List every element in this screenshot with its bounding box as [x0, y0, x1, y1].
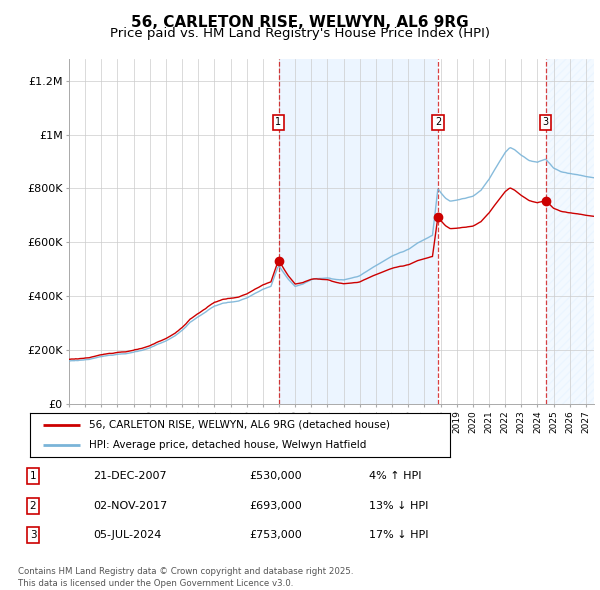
Bar [545, 59, 594, 404]
Text: 3: 3 [29, 530, 37, 540]
Text: 17% ↓ HPI: 17% ↓ HPI [369, 530, 428, 540]
Text: 4% ↑ HPI: 4% ↑ HPI [369, 471, 421, 481]
Text: 3: 3 [542, 117, 549, 127]
Text: Price paid vs. HM Land Registry's House Price Index (HPI): Price paid vs. HM Land Registry's House … [110, 27, 490, 40]
Bar [278, 59, 438, 404]
Text: Contains HM Land Registry data © Crown copyright and database right 2025.
This d: Contains HM Land Registry data © Crown c… [18, 567, 353, 588]
Text: £530,000: £530,000 [249, 471, 302, 481]
Text: £693,000: £693,000 [249, 501, 302, 510]
Text: 56, CARLETON RISE, WELWYN, AL6 9RG: 56, CARLETON RISE, WELWYN, AL6 9RG [131, 15, 469, 30]
Text: 13% ↓ HPI: 13% ↓ HPI [369, 501, 428, 510]
Text: 02-NOV-2017: 02-NOV-2017 [93, 501, 167, 510]
Text: 05-JUL-2024: 05-JUL-2024 [93, 530, 161, 540]
Text: 2: 2 [29, 501, 37, 510]
Text: 2: 2 [435, 117, 441, 127]
Bar [545, 59, 594, 404]
Text: HPI: Average price, detached house, Welwyn Hatfield: HPI: Average price, detached house, Welw… [89, 440, 366, 450]
Text: £753,000: £753,000 [249, 530, 302, 540]
Text: 1: 1 [275, 117, 281, 127]
Text: 1: 1 [29, 471, 37, 481]
Text: 56, CARLETON RISE, WELWYN, AL6 9RG (detached house): 56, CARLETON RISE, WELWYN, AL6 9RG (deta… [89, 420, 390, 430]
Text: 21-DEC-2007: 21-DEC-2007 [93, 471, 167, 481]
